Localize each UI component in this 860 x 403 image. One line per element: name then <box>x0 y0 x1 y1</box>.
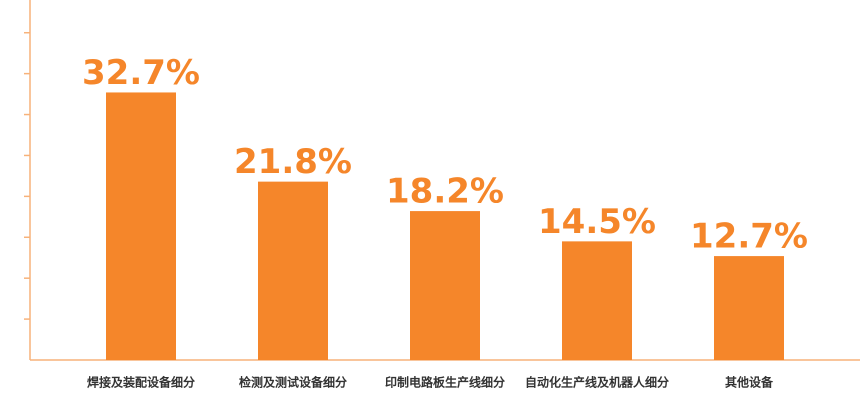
value-label: 21.8% <box>234 142 352 182</box>
value-label: 18.2% <box>386 172 504 212</box>
bar <box>258 181 328 360</box>
bar <box>562 241 632 360</box>
x-tick-label: 印制电路板生产线细分 <box>385 375 505 390</box>
x-tick-label: 检测及测试设备细分 <box>239 375 347 390</box>
value-label: 12.7% <box>690 217 808 257</box>
value-label: 14.5% <box>538 202 656 242</box>
x-tick-label: 其他设备 <box>725 375 774 390</box>
bar <box>714 256 784 360</box>
x-tick-label: 焊接及装配设备细分 <box>87 375 195 390</box>
value-label: 32.7% <box>82 53 200 93</box>
x-tick-label: 自动化生产线及机器人细分 <box>525 375 669 390</box>
bar <box>106 92 176 361</box>
bar <box>410 211 480 360</box>
